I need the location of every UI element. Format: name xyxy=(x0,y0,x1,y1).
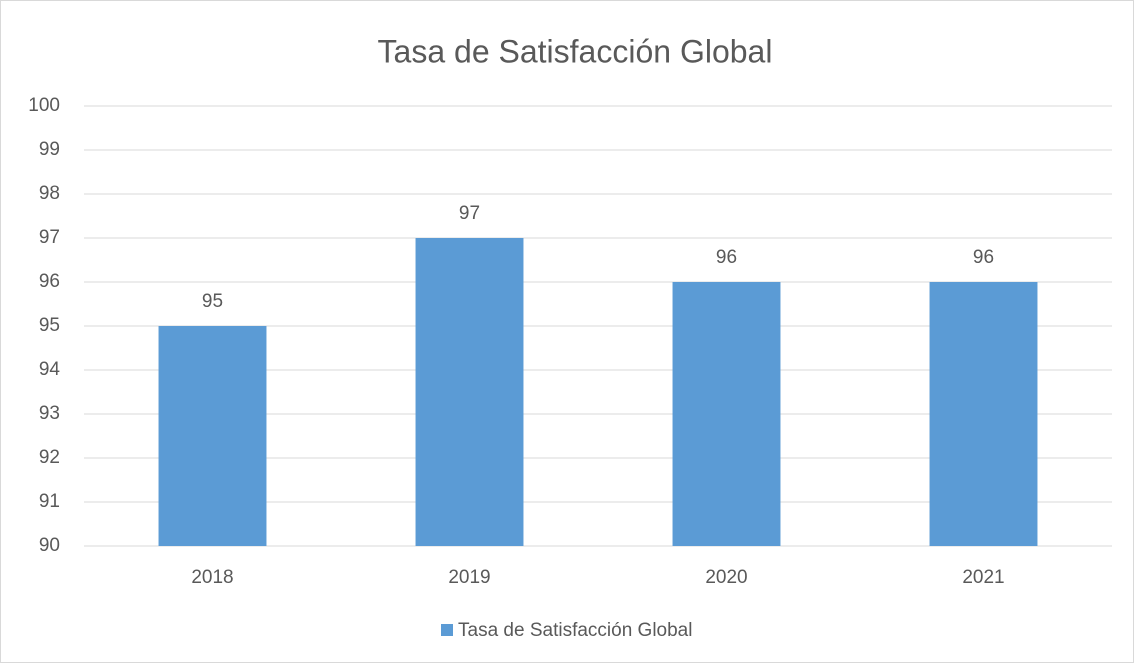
y-tick-label: 99 xyxy=(39,139,60,160)
bar xyxy=(158,326,267,546)
y-tick-label: 91 xyxy=(39,491,60,512)
y-tick-label: 94 xyxy=(39,359,61,380)
bar xyxy=(929,282,1038,546)
bar xyxy=(672,282,781,546)
x-tick-label: 2019 xyxy=(448,567,490,588)
data-label: 95 xyxy=(202,291,223,312)
y-tick-label: 98 xyxy=(39,183,60,204)
legend-label: Tasa de Satisfacción Global xyxy=(458,620,692,641)
y-tick-label: 93 xyxy=(39,403,60,424)
y-tick-label: 95 xyxy=(39,315,60,336)
data-label: 97 xyxy=(459,203,480,224)
x-tick-label: 2020 xyxy=(705,567,747,588)
y-tick-label: 100 xyxy=(28,95,60,116)
x-tick-label: 2021 xyxy=(962,567,1004,588)
bar xyxy=(415,238,524,546)
y-tick-label: 96 xyxy=(39,271,60,292)
data-label: 96 xyxy=(716,247,737,268)
y-tick-label: 97 xyxy=(39,227,60,248)
y-tick-label: 92 xyxy=(39,447,60,468)
data-label: 96 xyxy=(973,247,994,268)
x-tick-label: 2018 xyxy=(191,567,233,588)
legend-swatch xyxy=(441,624,453,636)
chart-title: Tasa de Satisfacción Global xyxy=(378,33,773,69)
y-tick-label: 90 xyxy=(39,535,60,556)
